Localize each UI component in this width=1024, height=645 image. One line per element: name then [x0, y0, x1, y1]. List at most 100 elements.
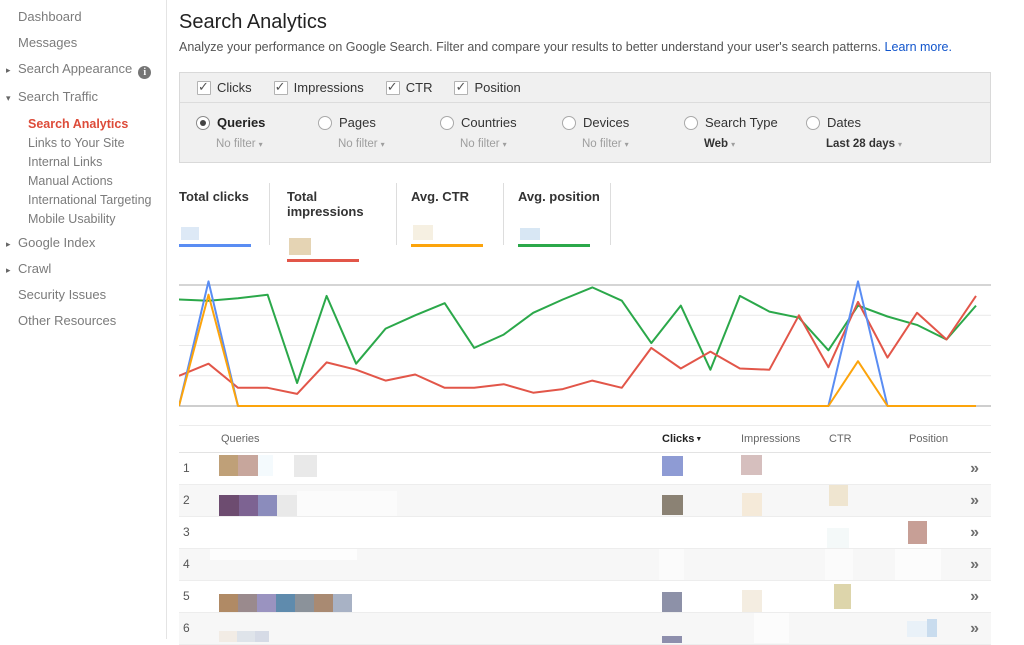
queries-table: Queries Clicks▼ Impressions CTR Position 1» 2…	[179, 425, 991, 645]
dimension-devices[interactable]: Devices No filter ▾	[562, 115, 684, 150]
dimension-pages[interactable]: Pages No filter ▾	[318, 115, 440, 150]
dropdown-arrow-icon: ▾	[624, 140, 629, 149]
sidebar-nav-list: Dashboard Messages ▸ Search Appearance i ▾ Sea…	[0, 0, 166, 329]
metric-checkbox-impressions[interactable]: ✓ Impressions	[273, 78, 364, 95]
row-number: 5	[183, 589, 190, 603]
radio-icon[interactable]	[318, 115, 332, 130]
dimension-filter-dropdown[interactable]: No filter ▾	[216, 138, 318, 150]
totals-summary: Total clicks Total impressions Avg. CTR Avg…	[179, 183, 991, 262]
checkmark-icon: ✓	[274, 78, 286, 94]
table-row-2[interactable]: 2»	[179, 485, 991, 517]
column-header-impressions[interactable]: Impressions	[741, 433, 800, 445]
expand-row-icon[interactable]: »	[970, 524, 979, 541]
redacted-blob	[333, 594, 352, 612]
sidebar: Dashboard Messages ▸ Search Appearance i ▾ Sea…	[0, 0, 167, 639]
sidebar-item-google-index[interactable]: ▸ Google Index	[0, 235, 166, 251]
redacted-blob	[895, 549, 941, 580]
dimension-dates[interactable]: Dates Last 28 days ▾	[806, 115, 928, 150]
sidebar-item-label: Links to Your Site	[28, 136, 125, 150]
total-card-avg-position[interactable]: Avg. position	[504, 183, 611, 247]
sidebar-item-label: International Targeting	[28, 193, 152, 207]
sidebar-item-messages[interactable]: Messages	[0, 35, 166, 51]
sidebar-item-crawl[interactable]: ▸ Crawl	[0, 261, 166, 277]
sidebar-item-search-analytics[interactable]: Search Analytics	[0, 115, 166, 134]
metric-toggles-row: ✓ Clicks ✓ Impressions ✓ CTR ✓ Position	[180, 73, 990, 103]
sidebar-item-search-traffic[interactable]: ▾ Search Traffic	[0, 89, 166, 105]
page-description-text: Analyze your performance on Google Searc…	[179, 40, 882, 54]
total-card-value-area	[289, 238, 396, 255]
expand-row-icon[interactable]: »	[970, 588, 979, 605]
dimension-filter-dropdown[interactable]: No filter ▾	[338, 138, 440, 150]
redacted-value-blob	[181, 227, 199, 240]
table-row-6[interactable]: 6»	[179, 613, 991, 645]
total-card-avg-ctr[interactable]: Avg. CTR	[397, 183, 504, 247]
dimension-filter-dropdown[interactable]: Web ▾	[704, 138, 806, 150]
table-row-1[interactable]: 1»	[179, 453, 991, 485]
table-row-5[interactable]: 5»	[179, 581, 991, 613]
sidebar-item-other-resources[interactable]: Other Resources	[0, 313, 166, 329]
table-body: 1» 2» 3» 4» 5» 6»	[179, 453, 991, 645]
dimension-queries[interactable]: Queries No filter ▾	[196, 115, 318, 150]
sidebar-item-international-targeting[interactable]: International Targeting	[0, 191, 166, 210]
dimension-countries[interactable]: Countries No filter ▾	[440, 115, 562, 150]
redacted-blob	[662, 592, 682, 612]
radio-icon[interactable]	[562, 115, 576, 130]
radio-icon[interactable]	[684, 115, 698, 130]
sidebar-item-label: Manual Actions	[28, 174, 113, 188]
table-row-4[interactable]: 4»	[179, 549, 991, 581]
table-row-3[interactable]: 3»	[179, 517, 991, 549]
redacted-blob	[908, 521, 927, 544]
sidebar-item-manual-actions[interactable]: Manual Actions	[0, 172, 166, 191]
redacted-blob	[237, 631, 255, 642]
column-header-clicks[interactable]: Clicks▼	[662, 433, 702, 445]
total-card-label: Avg. position	[518, 189, 600, 204]
metric-checkbox-ctr[interactable]: ✓ CTR	[385, 79, 432, 95]
sidebar-item-label: Crawl	[18, 261, 52, 276]
dimension-filter-dropdown[interactable]: No filter ▾	[460, 138, 562, 150]
radio-icon[interactable]	[440, 115, 454, 130]
expand-row-icon[interactable]: »	[970, 460, 979, 477]
dimension-label: Queries	[217, 115, 266, 130]
sidebar-item-internal-links[interactable]: Internal Links	[0, 153, 166, 172]
metric-label: Position	[474, 80, 521, 95]
series-line-impressions	[179, 295, 977, 395]
row-number: 4	[183, 557, 190, 571]
dimension-search-type[interactable]: Search Type Web ▾	[684, 115, 806, 150]
expand-row-icon[interactable]: »	[970, 620, 979, 637]
sidebar-item-dashboard[interactable]: Dashboard	[0, 9, 166, 25]
redacted-blob	[239, 495, 258, 516]
redacted-blob	[258, 495, 277, 516]
radio-icon[interactable]	[196, 115, 210, 130]
dimension-filter-value: Web	[704, 138, 729, 150]
column-header-queries[interactable]: Queries	[221, 433, 260, 445]
sidebar-item-links-to-your-site[interactable]: Links to Your Site	[0, 134, 166, 153]
metric-checkbox-position[interactable]: ✓ Position	[454, 78, 521, 95]
dimension-filter-dropdown[interactable]: No filter ▾	[582, 138, 684, 150]
sidebar-item-security-issues[interactable]: Security Issues	[0, 287, 166, 303]
radio-icon[interactable]	[806, 115, 820, 130]
total-card-total-clicks[interactable]: Total clicks	[179, 183, 270, 247]
filter-panel: ✓ Clicks ✓ Impressions ✓ CTR ✓ Position Queries…	[179, 72, 991, 163]
metric-color-underline	[411, 244, 483, 247]
sidebar-item-search-appearance[interactable]: ▸ Search Appearance i	[0, 61, 166, 79]
checkmark-icon: ✓	[455, 78, 467, 94]
total-card-value-area	[520, 223, 610, 240]
redacted-value-blob	[289, 238, 311, 255]
sidebar-item-label: Mobile Usability	[28, 212, 116, 226]
total-card-value-area	[413, 223, 503, 240]
metric-checkbox-clicks[interactable]: ✓ Clicks	[197, 79, 252, 95]
redacted-blob	[294, 455, 317, 477]
row-number: 1	[183, 461, 190, 475]
chevron-right-icon: ▸	[6, 239, 11, 249]
column-header-position[interactable]: Position	[909, 433, 948, 445]
learn-more-link[interactable]: Learn more.	[884, 40, 952, 54]
total-card-total-impressions[interactable]: Total impressions	[270, 183, 397, 262]
expand-row-icon[interactable]: »	[970, 492, 979, 509]
expand-row-icon[interactable]: »	[970, 556, 979, 573]
dimension-filter-value: Last 28 days	[826, 138, 896, 150]
sidebar-item-mobile-usability[interactable]: Mobile Usability	[0, 210, 166, 229]
column-header-ctr[interactable]: CTR	[829, 433, 852, 445]
column-header-label: CTR	[829, 433, 852, 445]
dimension-filter-value: No filter	[338, 138, 378, 150]
dimension-filter-dropdown[interactable]: Last 28 days ▾	[826, 138, 928, 150]
